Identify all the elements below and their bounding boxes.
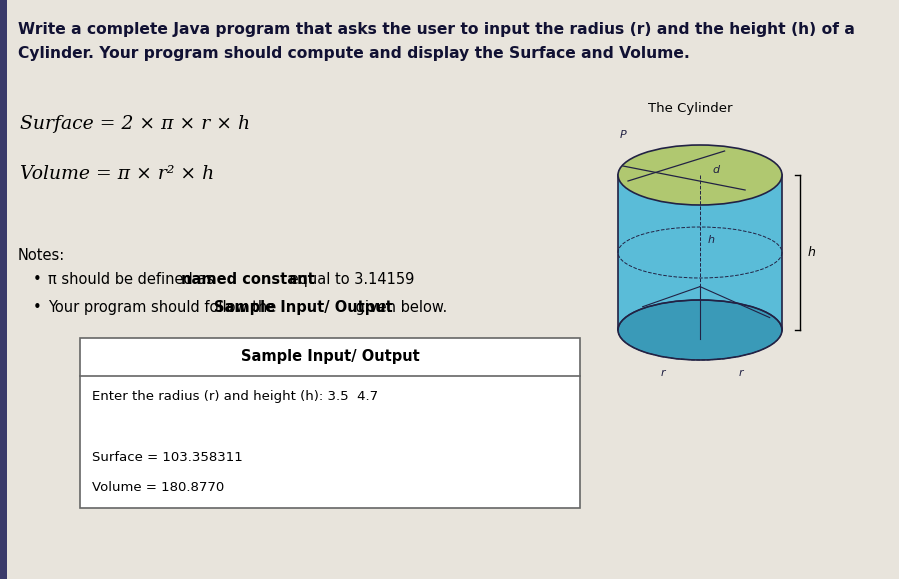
Text: •: • xyxy=(33,300,41,315)
Text: P: P xyxy=(620,130,627,140)
Bar xyxy=(80,338,580,508)
Text: Surface = 103.358311: Surface = 103.358311 xyxy=(92,451,243,464)
Text: d: d xyxy=(712,165,719,175)
Text: h: h xyxy=(808,246,816,259)
Polygon shape xyxy=(618,175,782,330)
Text: Sample Input/ Output: Sample Input/ Output xyxy=(241,350,419,365)
Text: •: • xyxy=(33,272,41,287)
Text: given below.: given below. xyxy=(351,300,447,315)
Text: Cylinder. Your program should compute and display the Surface and Volume.: Cylinder. Your program should compute an… xyxy=(18,46,690,61)
Text: Enter the radius (r) and height (h): 3.5  4.7: Enter the radius (r) and height (h): 3.5… xyxy=(92,390,378,403)
Ellipse shape xyxy=(618,145,782,205)
Text: Sample Input/ Output: Sample Input/ Output xyxy=(214,300,393,315)
Text: π should be defined as: π should be defined as xyxy=(48,272,218,287)
Text: h: h xyxy=(708,235,715,245)
Text: Volume = π × r² × h: Volume = π × r² × h xyxy=(20,165,214,183)
Text: named constant: named constant xyxy=(181,272,315,287)
Text: r: r xyxy=(661,368,665,378)
Text: The Cylinder: The Cylinder xyxy=(648,102,733,115)
Text: Your program should follow the: Your program should follow the xyxy=(48,300,280,315)
Text: Volume = 180.8770: Volume = 180.8770 xyxy=(92,481,224,494)
Bar xyxy=(0,0,7,579)
Text: Surface = 2 × π × r × h: Surface = 2 × π × r × h xyxy=(20,115,250,133)
Text: r: r xyxy=(739,368,743,378)
Text: equal to 3.14159: equal to 3.14159 xyxy=(285,272,414,287)
Ellipse shape xyxy=(618,300,782,360)
Text: Notes:: Notes: xyxy=(18,248,66,263)
Text: Write a complete Java program that asks the user to input the radius (r) and the: Write a complete Java program that asks … xyxy=(18,22,855,37)
